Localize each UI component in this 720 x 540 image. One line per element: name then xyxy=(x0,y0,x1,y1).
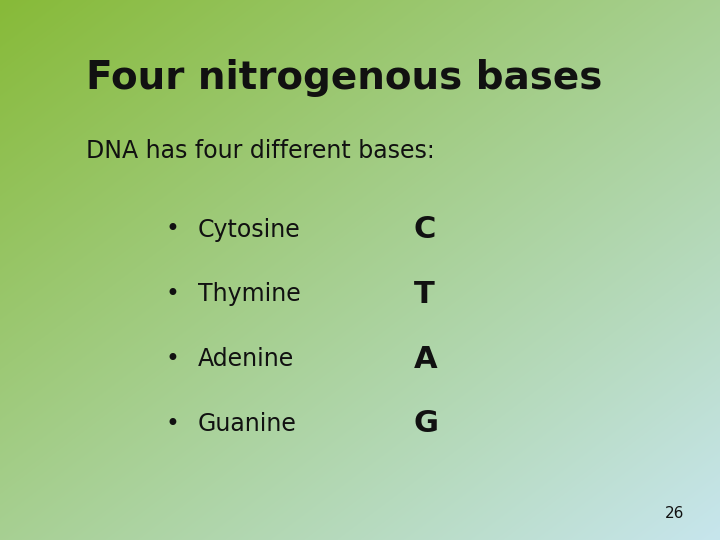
Text: •: • xyxy=(166,347,180,371)
Text: A: A xyxy=(414,345,438,374)
Text: Guanine: Guanine xyxy=(198,412,297,436)
Text: Four nitrogenous bases: Four nitrogenous bases xyxy=(86,59,603,97)
Text: •: • xyxy=(166,412,180,436)
Text: 26: 26 xyxy=(665,506,684,521)
Text: Thymine: Thymine xyxy=(198,282,301,306)
Text: T: T xyxy=(414,280,435,309)
Text: Cytosine: Cytosine xyxy=(198,218,301,241)
Text: C: C xyxy=(414,215,436,244)
Text: DNA has four different bases:: DNA has four different bases: xyxy=(86,139,435,163)
Text: G: G xyxy=(414,409,439,438)
Text: •: • xyxy=(166,282,180,306)
Text: Adenine: Adenine xyxy=(198,347,294,371)
Text: •: • xyxy=(166,218,180,241)
